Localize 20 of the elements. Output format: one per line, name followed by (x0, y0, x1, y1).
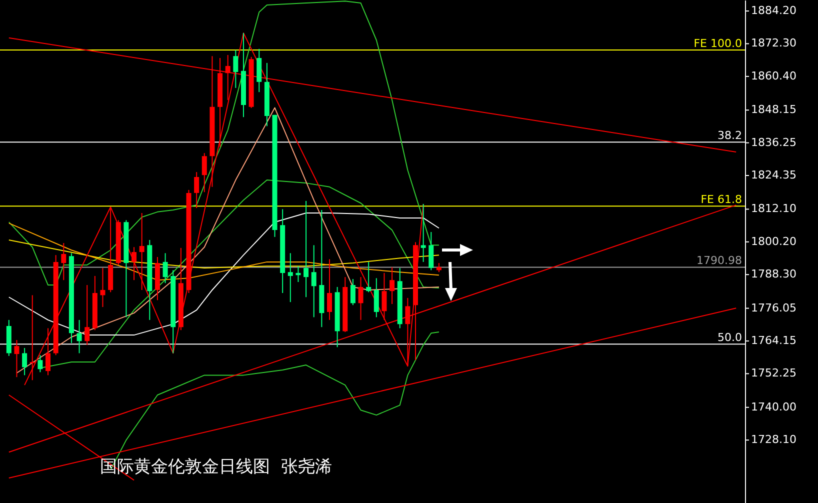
y-tick-label: 1776.05 (751, 301, 796, 314)
y-tick-label: 1824.35 (751, 168, 796, 182)
y-tick-label: 1740.00 (751, 400, 796, 414)
y-tick-label: 1764.15 (751, 334, 796, 347)
y-tick-label: 1752.25 (751, 366, 796, 380)
annotation: 50.0 (718, 331, 742, 344)
ref-line-label: FE 100.0 (694, 37, 742, 50)
ref-line-label: 1790.98 (696, 254, 742, 268)
ref-line-label: FE 61.8 (700, 193, 742, 206)
y-tick-label: 1836.25 (751, 136, 796, 149)
y-tick-label: 1800.20 (751, 234, 796, 248)
annotation: 38.2 (718, 129, 742, 142)
y-tick-label: 1728.10 (751, 433, 796, 446)
y-tick-label: 1788.30 (751, 268, 796, 281)
y-tick-label: 1884.20 (751, 4, 796, 17)
y-tick-label: 1812.10 (751, 202, 796, 216)
y-tick-label: 1860.40 (751, 69, 796, 82)
text: 国际黄金伦敦金日线图 张尧浠 (100, 456, 332, 478)
y-tick-label: 1848.15 (751, 103, 796, 116)
y-tick-label: 1872.30 (751, 36, 796, 50)
